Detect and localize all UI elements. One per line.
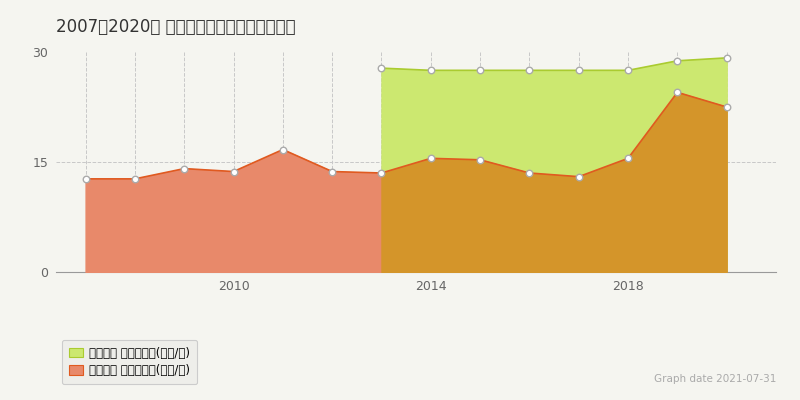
Point	[326, 168, 338, 175]
Text: 2007～2020年 熊本市東区戸島西の地価推移: 2007～2020年 熊本市東区戸島西の地価推移	[56, 18, 296, 36]
Point	[375, 170, 388, 176]
Point	[79, 176, 92, 182]
Point	[671, 58, 684, 64]
Legend: 地価公示 平均坪単価(万円/坪), 取引価格 平均坪単価(万円/坪): 地価公示 平均坪単価(万円/坪), 取引価格 平均坪単価(万円/坪)	[62, 340, 197, 384]
Point	[277, 146, 290, 153]
Point	[227, 168, 240, 175]
Point	[523, 170, 536, 176]
Point	[622, 67, 634, 74]
Point	[622, 155, 634, 162]
Point	[720, 55, 733, 61]
Point	[375, 65, 388, 71]
Text: Graph date 2021-07-31: Graph date 2021-07-31	[654, 374, 776, 384]
Point	[424, 67, 437, 74]
Point	[523, 67, 536, 74]
Point	[129, 176, 142, 182]
Point	[424, 155, 437, 162]
Point	[572, 174, 585, 180]
Point	[474, 67, 486, 74]
Point	[474, 156, 486, 163]
Point	[671, 89, 684, 96]
Point	[720, 104, 733, 110]
Point	[178, 165, 190, 172]
Point	[572, 67, 585, 74]
